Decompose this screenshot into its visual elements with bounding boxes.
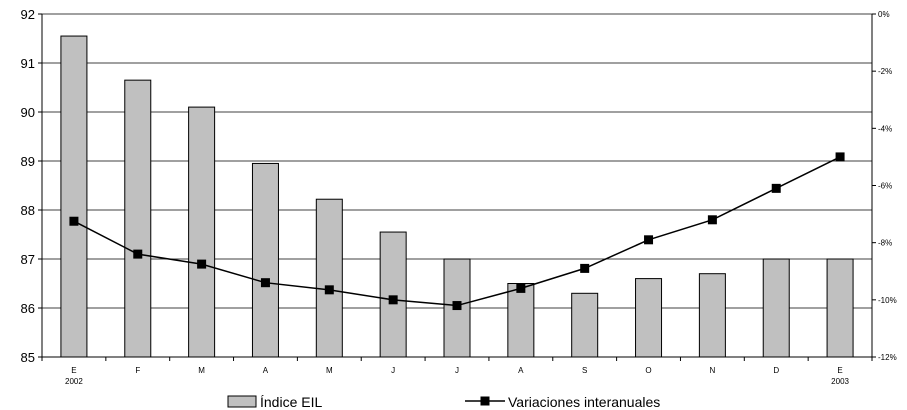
x-tick-label: M [198,366,205,375]
gridlines [42,13,872,309]
x-tick-sublabel: 2003 [831,377,849,386]
y-right-tick-label: -4% [878,124,892,133]
bar [124,79,152,358]
legend-label-indice: Índice EIL [260,394,322,410]
y-right-tick-label: -10% [878,296,897,305]
line-marker [580,263,590,273]
y-right-tick-label: -12% [878,353,897,362]
line-marker [452,301,462,311]
y-left-tick-label: 85 [21,350,35,365]
x-tick-label: E [837,366,842,375]
y-right-tick-label: -8% [878,239,892,248]
y-right-tick-label: -6% [878,182,892,191]
y-left-tick-label: 91 [21,56,35,71]
y-left-tick-label: 87 [21,252,35,267]
bar [60,35,88,358]
line-marker [771,183,781,193]
bar [251,162,279,358]
bar [826,258,854,358]
x-tick-label: J [455,366,459,375]
line-marker [388,295,398,305]
bar [315,198,343,358]
line-marker [197,259,207,269]
line-marker [707,215,717,225]
x-tick-label: D [773,366,779,375]
y-left-tick-label: 92 [21,7,35,22]
bar [762,258,790,358]
y-right-tick-label: -2% [878,67,892,76]
line-marker [260,278,270,288]
axes [38,13,876,361]
x-tick-label: A [263,366,269,375]
y-left-tick-label: 86 [21,301,35,316]
y-left-tick-label: 89 [21,154,35,169]
x-tick-label: O [645,366,651,375]
bar [635,278,663,358]
axis-labels: 85 86 87 88 89 90 91 92 0% -2% -4% -6% -8% -10% -12% E 2… [21,7,897,386]
x-tick-label: J [391,366,395,375]
bar [698,273,726,358]
bar-series [60,35,854,358]
bar [571,292,599,358]
legend-swatch-bar [227,395,257,408]
legend-marker [480,396,490,406]
x-tick-label: M [326,366,333,375]
x-tick-label: F [135,366,140,375]
y-left-tick-label: 88 [21,203,35,218]
bar [188,106,216,358]
line-marker [324,285,334,295]
x-tick-label: A [518,366,524,375]
x-tick-label: S [582,366,587,375]
line-marker [644,235,654,245]
legend: Índice EIL Variaciones interanuales [227,394,660,410]
x-tick-label: N [709,366,715,375]
bar [507,283,535,358]
y-right-tick-label: 0% [878,10,890,19]
line-marker [516,283,526,293]
legend-label-variaciones: Variaciones interanuales [508,394,660,410]
line-marker [835,152,845,162]
line-marker [133,249,143,259]
x-tick-sublabel: 2002 [65,377,83,386]
bar [379,231,407,358]
x-tick-label: E [71,366,76,375]
line-marker [69,216,79,226]
y-left-tick-label: 90 [21,105,35,120]
line-series [69,152,845,311]
